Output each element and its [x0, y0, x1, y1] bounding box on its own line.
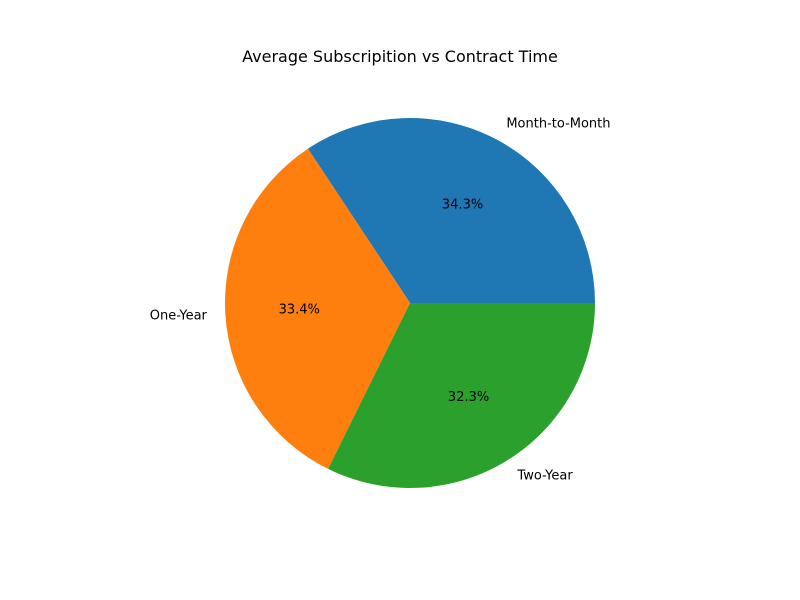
percent-label-two-year: 32.3%	[448, 390, 489, 405]
percent-label-month-to-month: 34.3%	[442, 198, 483, 213]
pie-slice-month-to-month	[307, 118, 595, 304]
pie-slice-two-year	[328, 303, 595, 488]
category-label-one-year: One-Year	[150, 308, 208, 323]
pie-slice-one-year	[225, 148, 410, 469]
category-label-two-year: Two-Year	[516, 468, 573, 483]
percent-label-one-year: 33.4%	[279, 302, 320, 317]
category-label-month-to-month: Month-to-Month	[506, 116, 610, 131]
chart-title: Average Subscripition vs Contract Time	[242, 47, 558, 66]
